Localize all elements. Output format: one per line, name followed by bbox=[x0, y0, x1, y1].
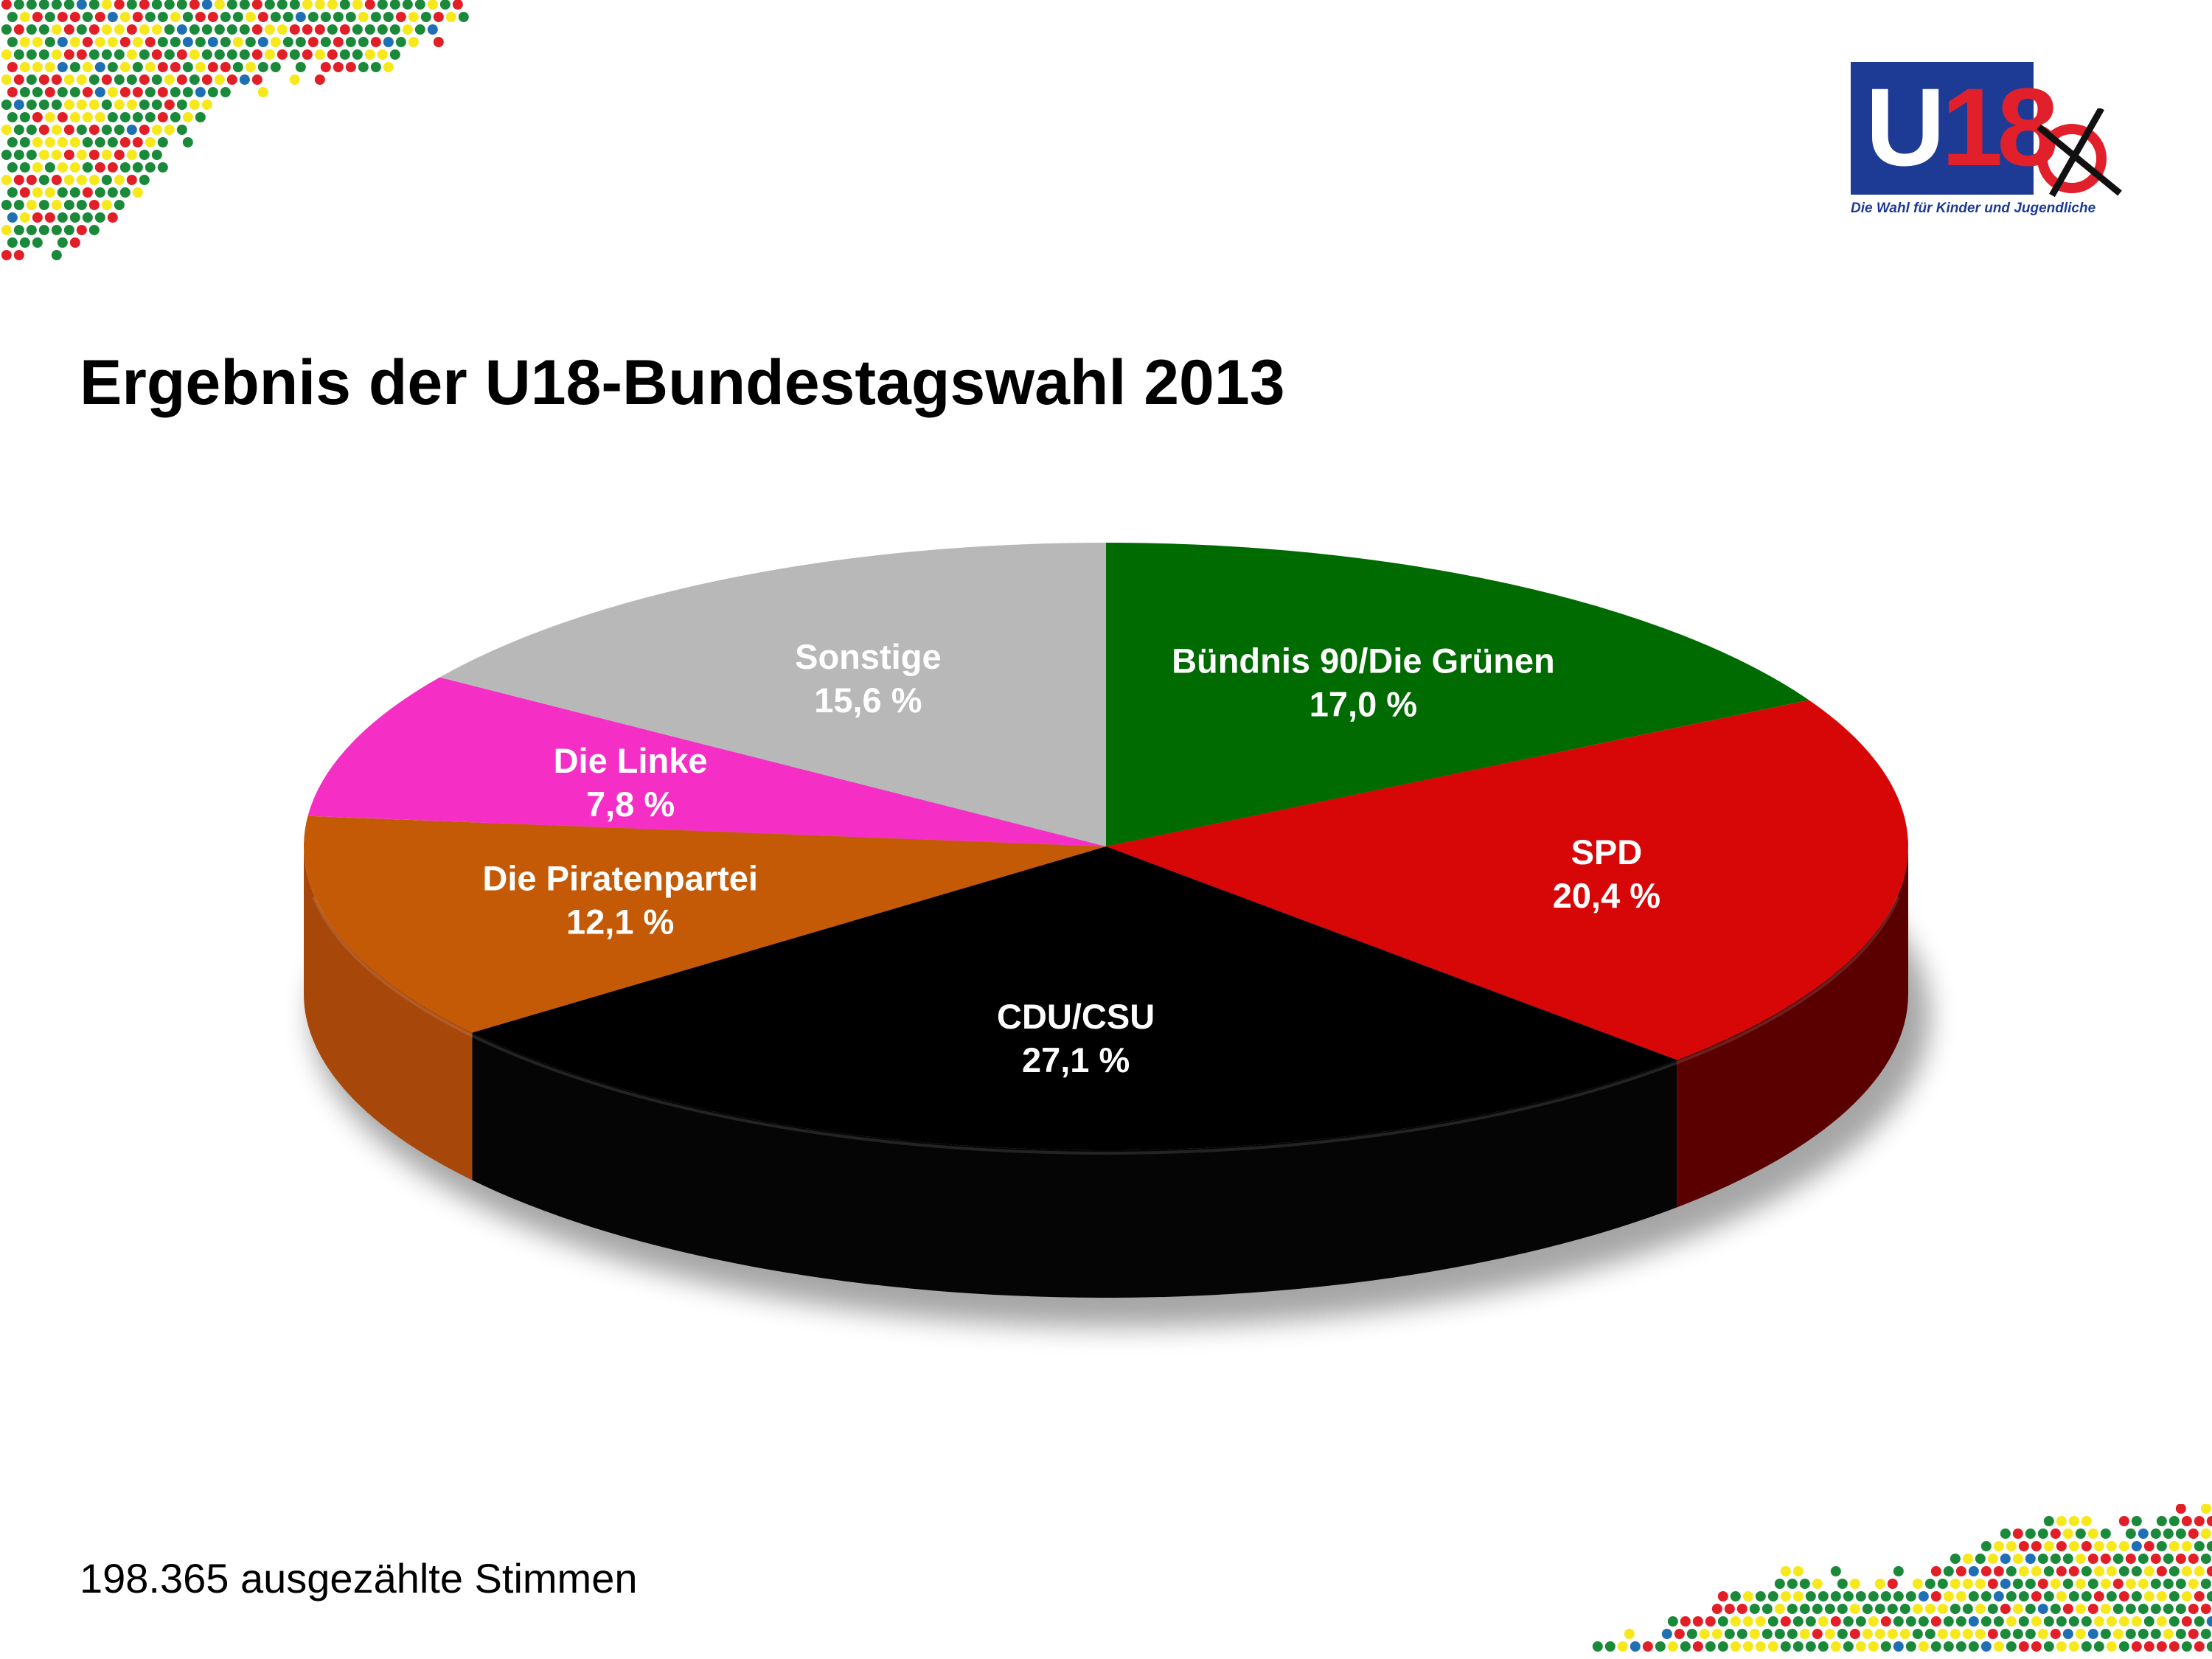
pie-side-cdu-csu bbox=[472, 1032, 1677, 1298]
pie-top bbox=[303, 543, 1909, 1150]
slice-label-die-linke: Die Linke bbox=[554, 741, 708, 780]
total-votes-note: 198.365 ausgezählte Stimmen bbox=[80, 1555, 638, 1601]
slice-value-die-piratenpartei: 12,1 % bbox=[566, 902, 674, 942]
slice-label-b-ndnis-90-die-gr-nen: Bündnis 90/Die Grünen bbox=[1172, 641, 1555, 681]
slice-value-sonstige: 15,6 % bbox=[814, 681, 922, 720]
slice-value-die-linke: 7,8 % bbox=[586, 785, 675, 824]
pie-slice-die-linke bbox=[307, 677, 1106, 846]
pie-slice-die-piratenpartei bbox=[303, 815, 1106, 1033]
slice-label-sonstige: Sonstige bbox=[795, 637, 941, 676]
slice-label-spd: SPD bbox=[1571, 832, 1643, 872]
logo-subtitle: Die Wahl für Kinder und Jugendliche bbox=[1851, 201, 2096, 216]
page-title: Ergebnis der U18-Bundestagswahl 2013 bbox=[80, 347, 1285, 418]
pie-sides bbox=[303, 846, 1908, 1298]
logo-letter: U bbox=[1865, 65, 1945, 189]
logo-box bbox=[1851, 62, 2034, 195]
slice-value-cdu-csu: 27,1 % bbox=[1022, 1040, 1130, 1079]
slice-value-b-ndnis-90-die-gr-nen: 17,0 % bbox=[1310, 685, 1417, 724]
pie-rim-highlight bbox=[312, 896, 1900, 1155]
u18-logo: U 18 Die Wahl für Kinder und Jugendliche bbox=[1847, 60, 2142, 223]
pie-slice-sonstige bbox=[439, 543, 1106, 846]
pie-slice-cdu-csu bbox=[472, 846, 1677, 1150]
pie-labels: Bündnis 90/Die Grünen 17,0 % SPD 20,4 % CDU/… bbox=[482, 637, 1660, 1079]
pie-slice-spd bbox=[1106, 700, 1909, 1060]
pie-side-die-piratenpartei bbox=[303, 846, 473, 1180]
slice-value-spd: 20,4 % bbox=[1553, 876, 1660, 915]
pie-side-spd bbox=[1677, 846, 1908, 1208]
slice-label-cdu-csu: CDU/CSU bbox=[997, 997, 1155, 1036]
dot-pattern-decoration-bottom-right bbox=[1592, 1504, 2212, 1652]
ballot-cross-icon bbox=[2037, 108, 2122, 197]
pie-slice-b-ndnis-90-die-gr-nen bbox=[1106, 543, 1809, 846]
dot-pattern-decoration-top-left bbox=[1, 0, 469, 260]
slice-label-die-piratenpartei: Die Piratenpartei bbox=[482, 859, 758, 898]
